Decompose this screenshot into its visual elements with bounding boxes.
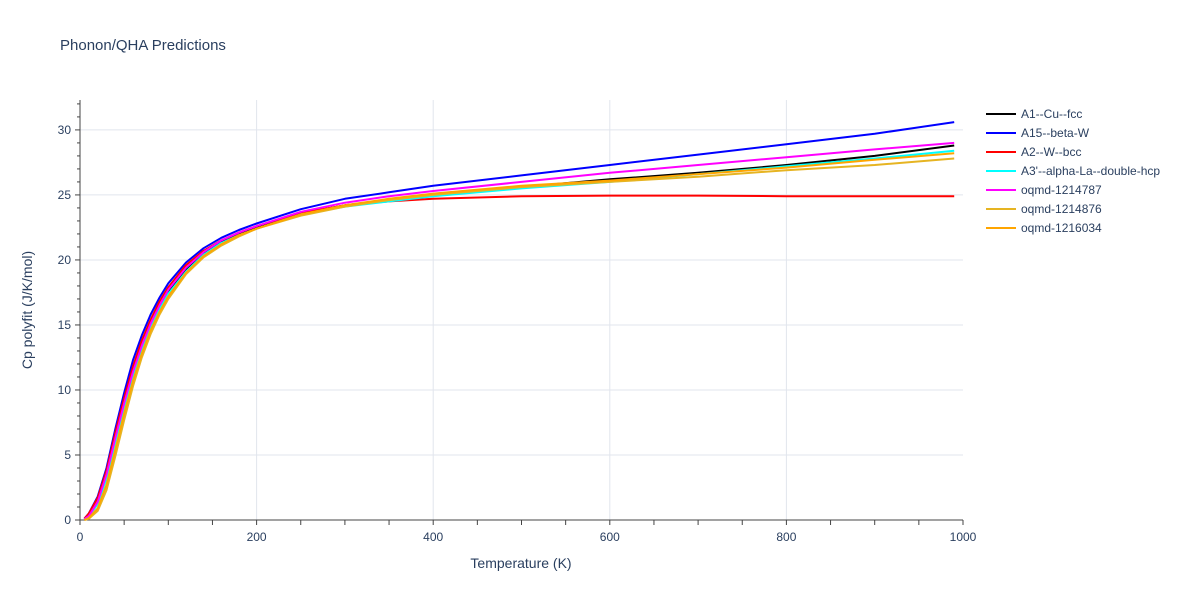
legend-label: oqmd-1216034 <box>1021 221 1102 235</box>
series-line-2 <box>83 121 955 520</box>
legend[interactable]: A1--Cu--fcc A15--beta-W A2--W--bcc A3'--alp… <box>986 107 1160 235</box>
legend-item-1[interactable]: A1--Cu--fcc <box>986 107 1082 121</box>
x-tick-label: 400 <box>423 530 443 544</box>
x-axis-title: Temperature (K) <box>470 555 571 571</box>
series-line-4 <box>83 149 955 521</box>
legend-item-4[interactable]: A3'--alpha-La--double-hcp <box>986 164 1160 178</box>
legend-label: A2--W--bcc <box>1021 145 1081 159</box>
series-line-5 <box>83 141 955 521</box>
legend-item-3[interactable]: A2--W--bcc <box>986 145 1081 159</box>
y-tick-label: 20 <box>58 253 72 267</box>
legend-item-5[interactable]: oqmd-1214787 <box>986 183 1102 197</box>
y-tick-label: 10 <box>58 383 72 397</box>
legend-label: oqmd-1214876 <box>1021 202 1102 216</box>
grid <box>80 100 963 520</box>
legend-item-6[interactable]: oqmd-1214876 <box>986 202 1102 216</box>
y-tick-label: 15 <box>58 318 72 332</box>
legend-label: A1--Cu--fcc <box>1021 107 1082 121</box>
y-tick-label: 25 <box>58 188 72 202</box>
x-tick-label: 800 <box>776 530 796 544</box>
legend-item-7[interactable]: oqmd-1216034 <box>986 221 1102 235</box>
y-axis-title: Cp polyfit (J/K/mol) <box>19 251 35 369</box>
series-group <box>83 121 955 521</box>
y-tick-label: 5 <box>64 448 71 462</box>
legend-label: oqmd-1214787 <box>1021 183 1102 197</box>
x-tick-label: 200 <box>247 530 267 544</box>
series-line-6 <box>84 157 955 521</box>
x-tick-label: 600 <box>600 530 620 544</box>
axes: 0 200 400 600 800 1000 0 5 10 15 20 25 30 <box>58 100 977 544</box>
legend-label: A15--beta-W <box>1021 126 1090 140</box>
y-tick-label: 0 <box>64 513 71 527</box>
x-tick-label: 1000 <box>950 530 977 544</box>
x-tick-label: 0 <box>77 530 84 544</box>
series-line-1 <box>83 144 955 521</box>
legend-label: A3'--alpha-La--double-hcp <box>1021 164 1160 178</box>
chart-title: Phonon/QHA Predictions <box>60 37 226 54</box>
y-tick-label: 30 <box>58 123 72 137</box>
series-line-7 <box>83 152 955 521</box>
legend-item-2[interactable]: A15--beta-W <box>986 126 1090 140</box>
